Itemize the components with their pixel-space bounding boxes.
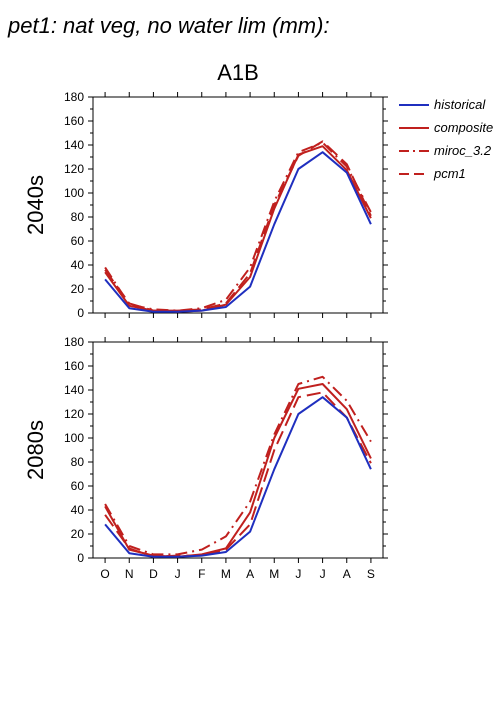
legend-label: pcm1 [433,166,466,181]
y-tick-label: 100 [64,431,84,445]
x-tick-label: D [149,567,158,581]
series-line-historical [104,396,372,558]
x-tick-label: J [175,567,181,581]
series-line-miroc-3-2 [104,141,372,312]
y-tick-label: 80 [71,455,85,469]
x-tick-label: A [246,567,254,581]
x-tick-label: J [320,567,326,581]
y-tick-label: 140 [64,138,84,152]
plot-frame [92,341,384,559]
y-tick-label: 60 [71,479,85,493]
plot-frame [92,96,384,314]
legend-label: composite [434,120,493,135]
y-tick-label: 160 [64,114,84,128]
y-tick-label: 60 [71,234,85,248]
y-tick-label: 40 [71,258,85,272]
y-tick-label: 160 [64,359,84,373]
y-tick-label: 180 [64,335,84,349]
y-tick-label: 140 [64,383,84,397]
series-line-pcm1 [104,140,372,312]
y-tick-label: 100 [64,186,84,200]
legend: historical composite miroc_3.2 pcm1 [399,97,493,181]
panel-2080s: 0 20 40 60 80 100 120 140 160 180 O N D J F M A M J J A S 2080… [23,335,388,581]
y-tick-label: 40 [71,503,85,517]
x-tick-label: J [295,567,301,581]
y-tick-label: 180 [64,90,84,104]
legend-label: miroc_3.2 [434,143,492,158]
scenario-title: A1B [217,60,259,85]
series-line-composite [104,383,372,558]
y-tick-label: 120 [64,162,84,176]
y-tick-label: 0 [77,306,84,320]
x-tick-label: M [269,567,279,581]
x-tick-label: M [221,567,231,581]
series-line-historical [104,151,372,313]
panel-2040s: 0 20 40 60 80 100 120 140 160 180 2040s [23,90,388,320]
x-tick-label: S [367,567,375,581]
y-tick-label: 120 [64,407,84,421]
y-tick-label: 20 [71,282,85,296]
x-tick-label: A [343,567,351,581]
series-line-miroc-3-2 [104,375,372,556]
y-tick-label: 0 [77,551,84,565]
x-tick-label: N [125,567,134,581]
legend-label: historical [434,97,486,112]
panel-label: 2080s [23,420,48,480]
figure-title: pet1: nat veg, no water lim (mm): [7,13,330,38]
y-tick-label: 80 [71,210,85,224]
panel-label: 2040s [23,175,48,235]
x-tick-label: F [198,567,205,581]
x-tick-label: O [100,567,109,581]
y-tick-label: 20 [71,527,85,541]
